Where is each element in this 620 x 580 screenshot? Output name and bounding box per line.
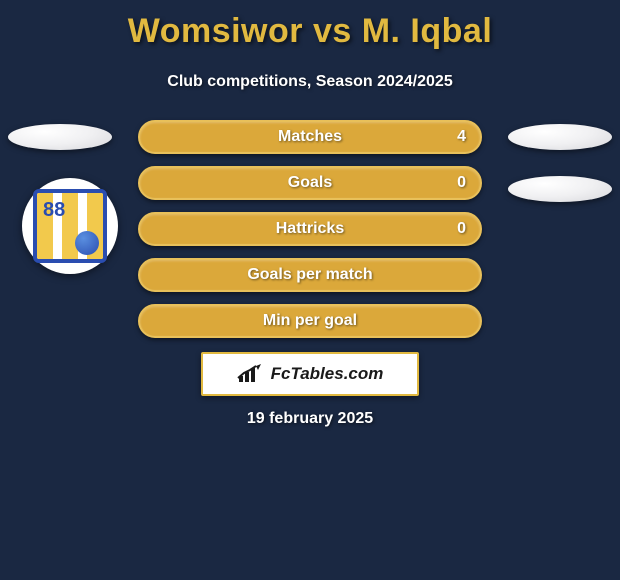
brand-box: FcTables.com xyxy=(201,352,419,396)
stat-row-hattricks: Hattricks 0 xyxy=(138,212,482,246)
stat-row-goals-per-match: Goals per match xyxy=(138,258,482,292)
brand-text: FcTables.com xyxy=(271,364,384,384)
page-title: Womsiwor vs M. Iqbal xyxy=(0,0,620,51)
footer-date: 19 february 2025 xyxy=(0,410,620,428)
stat-value-right: 0 xyxy=(457,220,466,238)
soccer-ball-icon xyxy=(75,231,99,255)
club-badge: 88 xyxy=(22,178,118,274)
player-right-placeholder-2 xyxy=(508,176,612,202)
stat-value-right: 4 xyxy=(457,128,466,146)
stat-label: Goals per match xyxy=(247,266,372,284)
stat-row-goals: Goals 0 xyxy=(138,166,482,200)
stats-rows: Matches 4 Goals 0 Hattricks 0 Goals per … xyxy=(138,120,482,350)
stat-row-min-per-goal: Min per goal xyxy=(138,304,482,338)
club-badge-shield: 88 xyxy=(33,189,107,263)
page-subtitle: Club competitions, Season 2024/2025 xyxy=(0,73,620,91)
stat-label: Hattricks xyxy=(276,220,344,238)
stat-value-right: 0 xyxy=(457,174,466,192)
stat-label: Min per goal xyxy=(263,312,357,330)
player-left-placeholder xyxy=(8,124,112,150)
club-badge-number: 88 xyxy=(43,199,65,222)
stat-row-matches: Matches 4 xyxy=(138,120,482,154)
stat-label: Goals xyxy=(288,174,332,192)
bar-chart-icon xyxy=(237,364,265,384)
player-right-placeholder-1 xyxy=(508,124,612,150)
stat-label: Matches xyxy=(278,128,342,146)
